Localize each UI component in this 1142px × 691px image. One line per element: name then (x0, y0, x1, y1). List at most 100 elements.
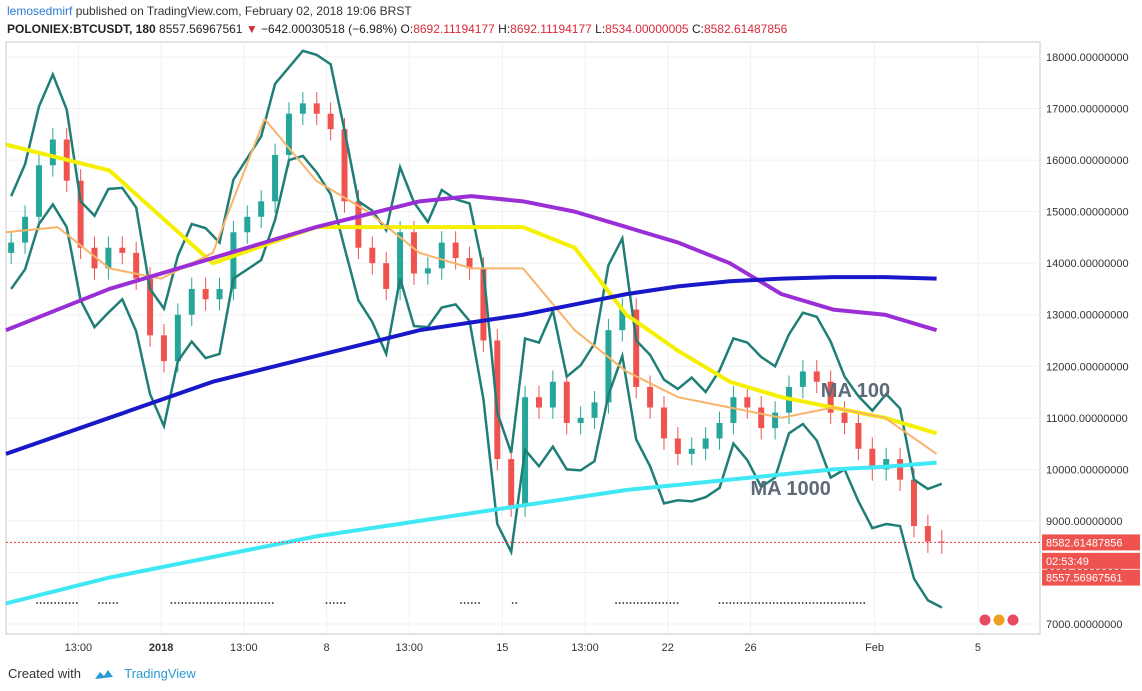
event-marker-icon[interactable] (1006, 613, 1020, 627)
candle-body (35, 165, 42, 217)
session-dot (676, 602, 679, 604)
session-dot (474, 602, 477, 604)
created-with-label: Created with (8, 666, 81, 681)
y-tick-label: 16000.00000000 (1046, 155, 1129, 167)
session-dot (261, 602, 263, 604)
session-dot (636, 602, 639, 604)
session-dot (228, 602, 231, 604)
session-dot (271, 602, 274, 604)
y-tick-label: 12000.00000000 (1046, 361, 1129, 373)
session-dot (626, 602, 628, 604)
candle-body (702, 438, 709, 449)
session-dot (181, 602, 184, 604)
publisher-username[interactable]: lemosedmirf (7, 4, 73, 18)
candle-body (147, 278, 154, 336)
candle-body (216, 288, 223, 300)
high-label: H: (498, 22, 511, 36)
candle-body (924, 526, 931, 542)
session-dot (823, 602, 826, 604)
tradingview-link[interactable]: TradingView (124, 666, 196, 681)
session-dot (783, 602, 786, 604)
session-dot (61, 602, 64, 604)
candle-body (202, 288, 209, 300)
session-dot (46, 602, 49, 604)
candle-body (397, 232, 404, 289)
session-dot (658, 602, 661, 604)
session-dot (98, 602, 100, 604)
session-dot (478, 602, 480, 604)
y-tick-label: 10000.00000000 (1046, 464, 1129, 476)
candle-body (313, 103, 320, 114)
bollinger-upper-line (10, 49, 943, 491)
session-dot (105, 602, 108, 604)
symbol-name: POLONIEX:BTCUSDT, 180 (7, 22, 156, 36)
candle-body (105, 247, 112, 269)
session-dot (257, 602, 260, 604)
down-arrow-icon: ▼ (245, 22, 258, 36)
session-dot (848, 602, 851, 604)
session-dot (336, 602, 339, 604)
candle-body (772, 412, 779, 429)
session-dot (733, 602, 735, 604)
x-tick-label: 15 (496, 642, 508, 654)
published-info: published on TradingView.com, February 0… (75, 4, 412, 18)
session-dot (863, 602, 866, 604)
event-marker-icon[interactable] (978, 613, 992, 627)
candle-body (897, 459, 904, 480)
session-dot (325, 602, 328, 604)
candle-body (869, 448, 876, 470)
session-dot (827, 602, 829, 604)
session-dot (203, 602, 205, 604)
candle-body (744, 397, 751, 408)
y-tick-label: 18000.00000000 (1046, 52, 1129, 64)
candle-body (369, 247, 376, 264)
session-dot (343, 602, 346, 604)
session-dot (758, 602, 761, 604)
y-tick-label: 7000.00000000 (1046, 619, 1122, 631)
ma-annotation: MA 100 (821, 380, 890, 402)
session-dot (467, 602, 470, 604)
session-dot (185, 602, 187, 604)
candle-body (841, 412, 848, 423)
price-badge-label: 02:53:49 (1046, 556, 1089, 568)
session-dot (615, 602, 617, 604)
candle-body (410, 232, 417, 274)
session-dot (665, 602, 668, 604)
session-dot (250, 602, 252, 604)
session-dot (36, 602, 38, 604)
candle-body (577, 417, 584, 423)
session-dot (618, 602, 621, 604)
session-dot (725, 602, 728, 604)
event-marker-icon[interactable] (992, 613, 1006, 627)
candle-body (827, 381, 834, 413)
y-tick-label: 11000.00000000 (1046, 413, 1128, 425)
session-dot (213, 602, 216, 604)
candle-body (174, 314, 181, 362)
ma-annotation: MA 1000 (750, 478, 830, 500)
candle-body (633, 309, 640, 387)
candle-body (660, 407, 667, 439)
session-dot (837, 602, 840, 604)
session-dot (736, 602, 739, 604)
session-dot (809, 602, 811, 604)
session-dot (740, 602, 743, 604)
candle-body (244, 216, 251, 233)
candle-body (77, 180, 84, 248)
candle-body (285, 113, 292, 155)
publisher-line: lemosedmirf published on TradingView.com… (7, 4, 412, 18)
candle-body (799, 371, 806, 387)
candle-body (549, 381, 556, 408)
session-dot (772, 602, 775, 604)
x-tick-label: 22 (662, 642, 674, 654)
session-dot (340, 602, 342, 604)
session-dot (75, 602, 78, 604)
y-tick-label: 9000.00000000 (1046, 516, 1122, 528)
session-dot (101, 602, 104, 604)
x-tick-label: 13:00 (571, 642, 599, 654)
session-dot (72, 602, 75, 604)
session-dot (845, 602, 848, 604)
x-tick-label: 13:00 (395, 642, 423, 654)
candle-body (341, 129, 348, 202)
candle-body (938, 541, 945, 543)
